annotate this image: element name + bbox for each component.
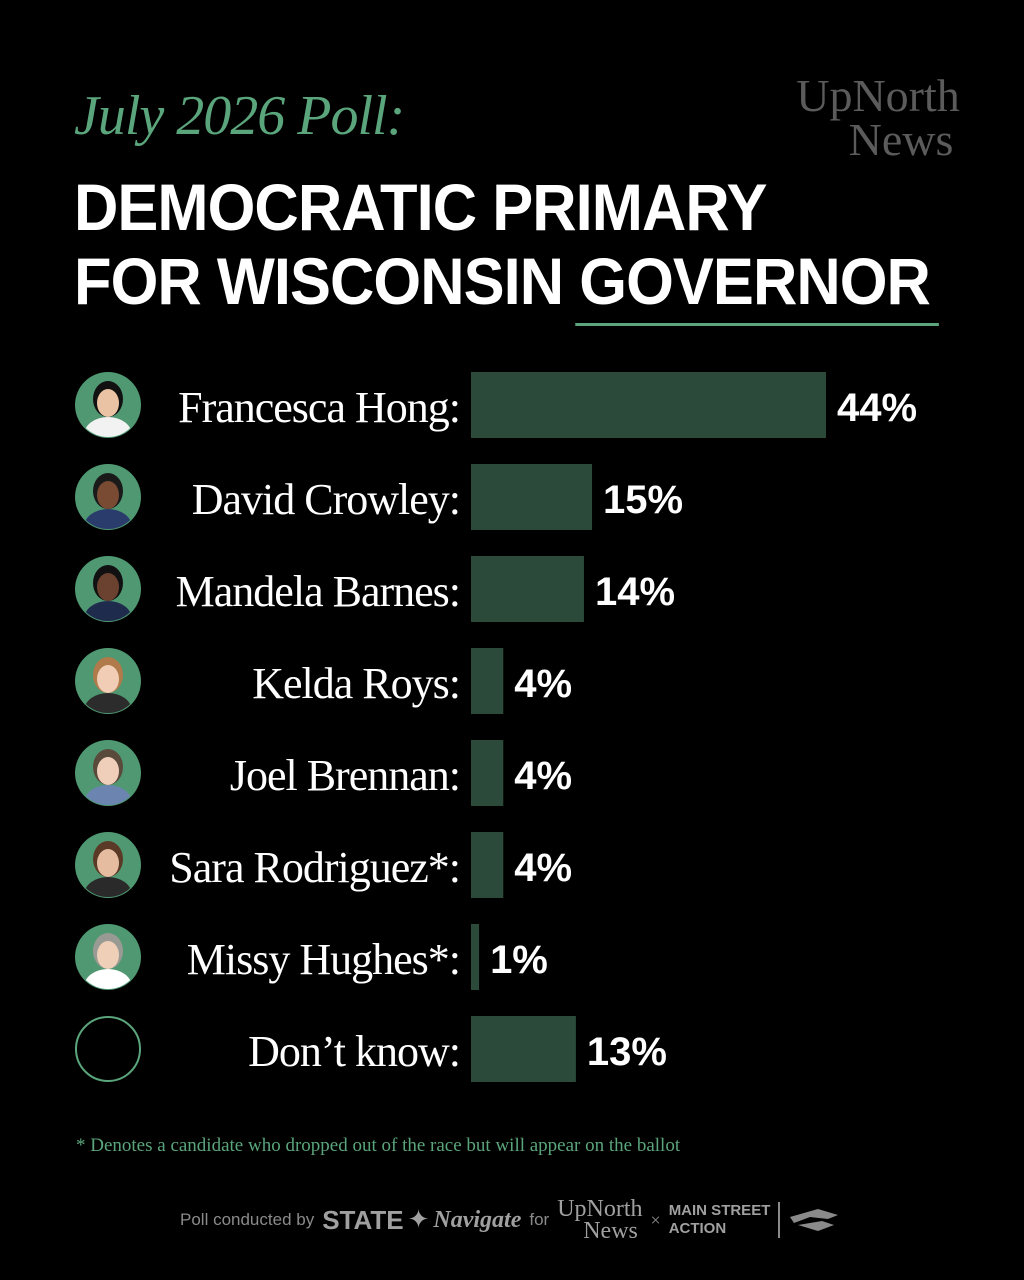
- logo-line2: News: [848, 114, 954, 165]
- chart-row: David Crowley: 15%: [75, 464, 683, 530]
- msa-line1: MAIN STREET: [668, 1202, 771, 1219]
- bar: [471, 832, 504, 898]
- credits-bar: Poll conducted by STATE ✦ Navigate for U…: [180, 1192, 860, 1248]
- title-line2-start: FOR WISCONSIN: [74, 244, 580, 318]
- category-label: Kelda Roys:: [252, 659, 460, 708]
- times-separator: ×: [650, 1209, 661, 1230]
- category-label: Mandela Barnes:: [176, 567, 460, 616]
- title-line1: DEMOCRATIC PRIMARY: [74, 170, 767, 244]
- chart-row: Francesca Hong: 44%: [75, 372, 917, 438]
- candidate-avatar: [75, 464, 141, 530]
- wing-icon: [790, 1209, 839, 1231]
- category-label: Joel Brennan:: [230, 751, 460, 800]
- category-label: David Crowley:: [192, 475, 460, 524]
- bar-chart: Francesca Hong: 44% David Crowley: 15% Mande…: [75, 372, 917, 1082]
- small-logo-line2: News: [583, 1218, 638, 1244]
- upnorth-news-logo: UpNorth News: [788, 70, 968, 165]
- chart-row: Sara Rodriguez*: 4%: [75, 832, 572, 898]
- footnote: * Denotes a candidate who dropped out of…: [76, 1135, 680, 1157]
- value-label: 4%: [514, 846, 572, 890]
- bar: [471, 924, 480, 990]
- category-label: Missy Hughes*:: [187, 935, 460, 984]
- title-underlined-word: GOVERNOR: [575, 244, 940, 326]
- chart-row: Missy Hughes*: 1%: [75, 924, 548, 990]
- title-line2: FOR WISCONSIN GOVERNOR: [74, 244, 940, 326]
- value-label: 4%: [514, 662, 572, 706]
- chart-row: Kelda Roys: 4%: [75, 648, 572, 714]
- value-label: 14%: [595, 570, 675, 614]
- value-label: 15%: [603, 478, 683, 522]
- candidate-avatar: [75, 372, 141, 438]
- value-label: 44%: [837, 386, 917, 430]
- value-label: 13%: [587, 1030, 667, 1074]
- bar: [471, 464, 593, 530]
- footnote-star-icon: *: [76, 1135, 86, 1156]
- candidate-avatar: [75, 648, 141, 714]
- empty-avatar-circle: [75, 1016, 141, 1082]
- candidate-avatar: [75, 556, 141, 622]
- bar: [471, 556, 584, 622]
- value-label: 4%: [514, 754, 572, 798]
- poll-date-kicker: July 2026 Poll:: [74, 85, 405, 147]
- small-logo-line1: UpNorth: [557, 1196, 643, 1222]
- chart-row: Mandela Barnes: 14%: [75, 556, 675, 622]
- logo-line1: UpNorth: [796, 70, 960, 121]
- navigate-logo: Navigate: [433, 1206, 522, 1233]
- compass-star-icon: ✦: [407, 1205, 430, 1234]
- chart-title: DEMOCRATIC PRIMARY FOR WISCONSIN GOVERNO…: [74, 170, 940, 326]
- category-label: Don’t know:: [248, 1027, 460, 1076]
- poll-conducted-label: Poll conducted by: [180, 1210, 315, 1229]
- state-logo: STATE: [322, 1204, 404, 1235]
- msa-line2: ACTION: [668, 1220, 727, 1237]
- value-label: 1%: [490, 938, 548, 982]
- candidate-avatar: [75, 832, 141, 898]
- footnote-text: Denotes a candidate who dropped out of t…: [90, 1135, 681, 1156]
- category-label: Francesca Hong:: [178, 383, 460, 432]
- candidate-avatar: [75, 740, 141, 806]
- bar: [471, 740, 504, 806]
- chart-row: Don’t know: 13%: [75, 1016, 667, 1082]
- candidate-avatar: [75, 924, 141, 990]
- bar: [471, 648, 504, 714]
- upnorth-news-small-logo: UpNorth News: [557, 1196, 643, 1244]
- chart-row: Joel Brennan: 4%: [75, 740, 572, 806]
- main-street-action-logo: MAIN STREET ACTION: [669, 1202, 781, 1238]
- category-label: Sara Rodriguez*:: [169, 843, 460, 892]
- bar: [471, 1016, 576, 1082]
- for-label: for: [529, 1210, 550, 1229]
- bar: [471, 372, 826, 438]
